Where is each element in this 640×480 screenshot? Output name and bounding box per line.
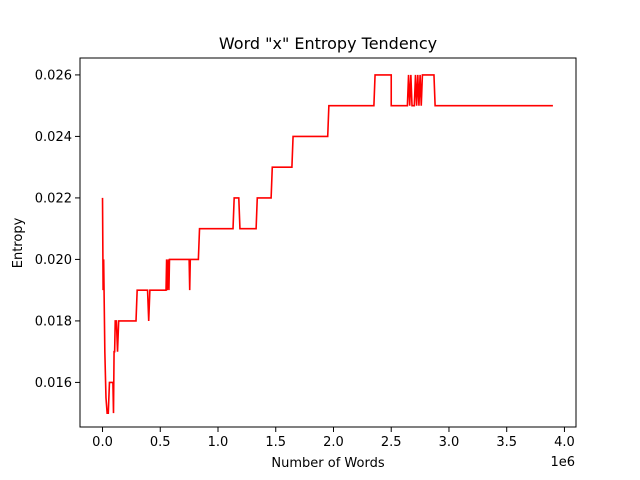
x-axis-offset-label: 1e6	[550, 455, 575, 470]
x-tick-label: 2.5	[381, 435, 402, 450]
y-tick-label: 0.022	[35, 191, 72, 206]
plot-area: 0.0 0.5 1.0 1.5 2.0 2.5 3.0 3.5 4.0 0.0160.0180.…	[35, 57, 577, 450]
y-tick-label: 0.018	[35, 314, 72, 329]
y-axis-label: Entropy	[11, 217, 26, 268]
axes-frame	[79, 57, 577, 428]
y-axis-ticks: 0.016 0.018 0.020 0.022 0.024 0.026	[35, 68, 80, 391]
x-tick-label: 4.0	[554, 435, 575, 450]
x-tick-label: 3.0	[439, 435, 460, 450]
x-tick-label: 2.0	[323, 435, 344, 450]
y-tick-label: 0.016	[35, 376, 72, 391]
chart-title: Word "x" Entropy Tendency	[219, 34, 437, 53]
x-tick-label: 1.0	[208, 435, 229, 450]
y-tick-label: 0.024	[35, 130, 72, 145]
x-tick-label: 1.5	[265, 435, 286, 450]
series-group	[101, 74, 553, 414]
x-axis-ticks: 0.0 0.5 1.0 1.5 2.0 2.5 3.0 3.5 4.0	[92, 427, 575, 450]
y-tick-label: 0.020	[35, 253, 72, 268]
x-tick-label: 0.0	[92, 435, 113, 450]
y-tick-label: 0.026	[35, 68, 72, 83]
x-axis-label: Number of Words	[271, 456, 384, 471]
x-tick-label: 3.5	[496, 435, 517, 450]
x-tick-label: 0.5	[150, 435, 171, 450]
series-line	[101, 74, 553, 414]
